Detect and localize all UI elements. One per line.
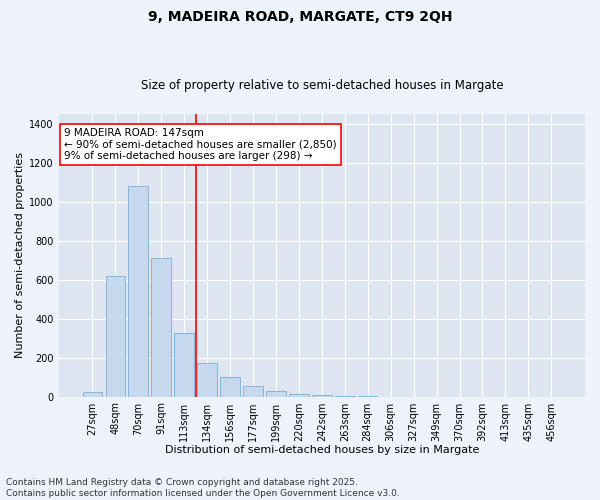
Bar bbox=[83, 392, 102, 396]
Bar bbox=[175, 334, 194, 396]
Text: 9 MADEIRA ROAD: 147sqm
← 90% of semi-detached houses are smaller (2,850)
9% of s: 9 MADEIRA ROAD: 147sqm ← 90% of semi-det… bbox=[64, 128, 337, 162]
Bar bbox=[106, 276, 125, 396]
Y-axis label: Number of semi-detached properties: Number of semi-detached properties bbox=[15, 152, 25, 358]
Bar bbox=[151, 258, 171, 396]
Title: Size of property relative to semi-detached houses in Margate: Size of property relative to semi-detach… bbox=[140, 79, 503, 92]
Bar bbox=[266, 391, 286, 396]
Text: Contains HM Land Registry data © Crown copyright and database right 2025.
Contai: Contains HM Land Registry data © Crown c… bbox=[6, 478, 400, 498]
Bar bbox=[289, 394, 308, 396]
Bar bbox=[128, 186, 148, 396]
Bar bbox=[197, 364, 217, 396]
Bar bbox=[220, 377, 240, 396]
Text: 9, MADEIRA ROAD, MARGATE, CT9 2QH: 9, MADEIRA ROAD, MARGATE, CT9 2QH bbox=[148, 10, 452, 24]
Bar bbox=[243, 386, 263, 396]
X-axis label: Distribution of semi-detached houses by size in Margate: Distribution of semi-detached houses by … bbox=[164, 445, 479, 455]
